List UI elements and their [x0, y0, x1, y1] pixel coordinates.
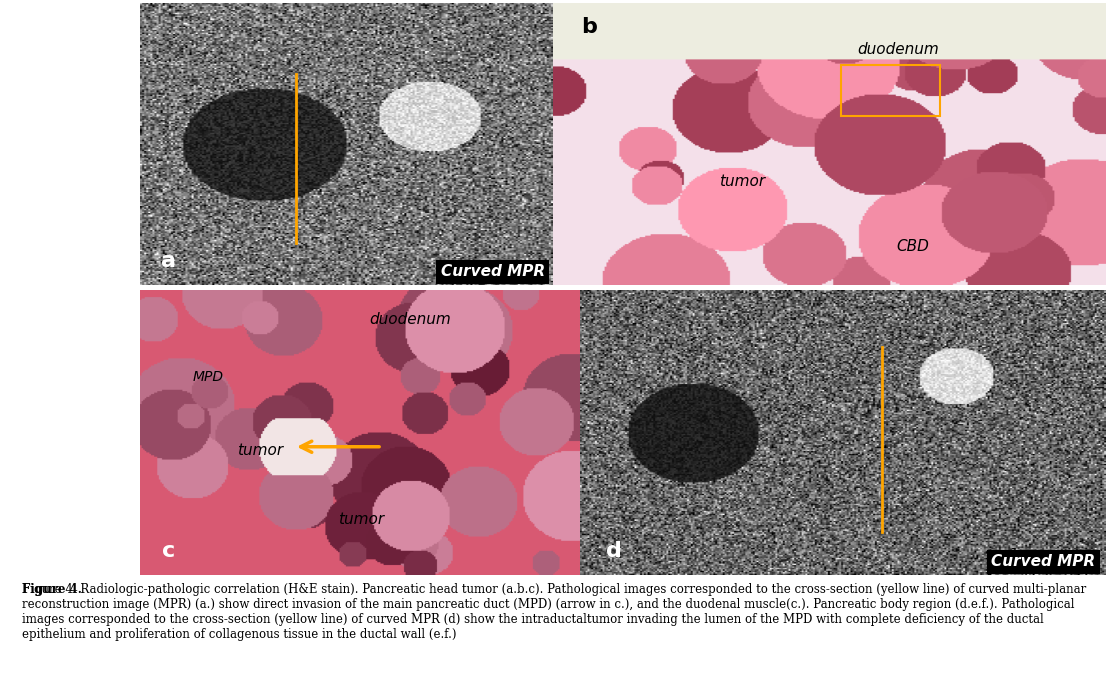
Text: c: c [161, 540, 175, 561]
Text: Figure 4.: Figure 4. [22, 583, 82, 596]
Text: duodenum: duodenum [857, 42, 939, 57]
Text: CBD: CBD [896, 239, 929, 254]
Text: Figure 4. Radiologic-pathologic correlation (H&E stain). Pancreatic head tumor (: Figure 4. Radiologic-pathologic correlat… [22, 583, 1086, 641]
Bar [841, 65, 940, 116]
Text: tumor: tumor [719, 174, 765, 189]
Text: Curved MPR: Curved MPR [440, 264, 545, 279]
Text: tumor: tumor [237, 444, 283, 458]
Text: a: a [160, 251, 176, 271]
Text: Curved MPR: Curved MPR [991, 555, 1095, 569]
Text: MPD: MPD [192, 370, 223, 384]
Text: b: b [581, 17, 596, 37]
Text: d: d [606, 540, 623, 561]
Text: tumor: tumor [338, 511, 384, 527]
Text: duodenum: duodenum [368, 312, 450, 327]
